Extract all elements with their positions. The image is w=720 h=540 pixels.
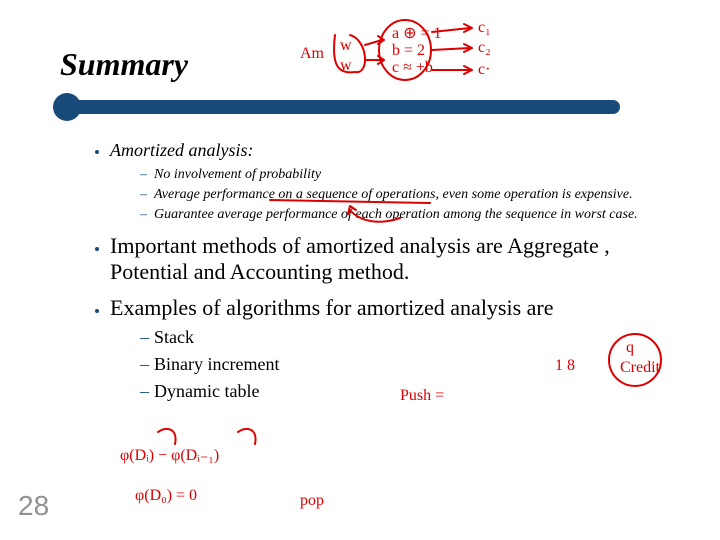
bullet-1: Amortized analysis: No involvement of pr… bbox=[110, 140, 670, 223]
sub-3a: Stack bbox=[140, 327, 670, 348]
bullet-1-text: Amortized analysis: bbox=[110, 140, 254, 160]
ann-text-am: Am bbox=[300, 45, 325, 62]
sub-3c: Dynamic table bbox=[140, 381, 670, 402]
ann-c2: c₂ bbox=[478, 39, 491, 56]
subbullets-3: Stack Binary increment Dynamic table bbox=[110, 327, 670, 402]
subbullets-1: No involvement of probability Average pe… bbox=[110, 167, 670, 223]
annotation-top-diagram: Am w w a ⊕ = 1 b = 2 c ≈ +b c₁ c₂ c· bbox=[300, 19, 491, 80]
slide: Summary Amortized analysis: No involveme… bbox=[0, 0, 720, 540]
ann-c: c ≈ +b bbox=[392, 59, 433, 76]
bullet-3-text: Examples of algorithms for amortized ana… bbox=[110, 295, 554, 320]
ann-phi2: φ(D₀) = 0 bbox=[135, 487, 197, 504]
bullet-2-text: Important methods of amortized analysis … bbox=[110, 233, 610, 284]
sub-3b: Binary increment bbox=[140, 354, 670, 375]
ann-phi1: φ(Dᵢ) − φ(Dᵢ₋₁) bbox=[120, 447, 219, 464]
sub-1b: Average performance on a sequence of ope… bbox=[140, 187, 670, 203]
sub-1a: No involvement of probability bbox=[140, 167, 670, 183]
ann-c1: c₁ bbox=[478, 19, 491, 36]
ann-c3: c· bbox=[478, 61, 490, 78]
bullet-2: Important methods of amortized analysis … bbox=[110, 233, 670, 285]
title-divider bbox=[60, 100, 620, 114]
ann-w1: w bbox=[340, 37, 352, 54]
bullet-3: Examples of algorithms for amortized ana… bbox=[110, 295, 670, 402]
title-wrap: Summary bbox=[60, 46, 188, 83]
ann-pop: pop bbox=[300, 492, 324, 509]
ann-w2: w bbox=[340, 57, 352, 74]
ann-b2: b = 2 bbox=[392, 42, 425, 59]
page-number: 28 bbox=[18, 490, 49, 522]
sub-1c: Guarantee average performance of each op… bbox=[140, 207, 670, 223]
bullet-list: Amortized analysis: No involvement of pr… bbox=[90, 140, 670, 402]
slide-title: Summary bbox=[60, 46, 188, 83]
content-area: Amortized analysis: No involvement of pr… bbox=[90, 140, 670, 412]
ann-a1: a ⊕ = 1 bbox=[392, 25, 442, 42]
